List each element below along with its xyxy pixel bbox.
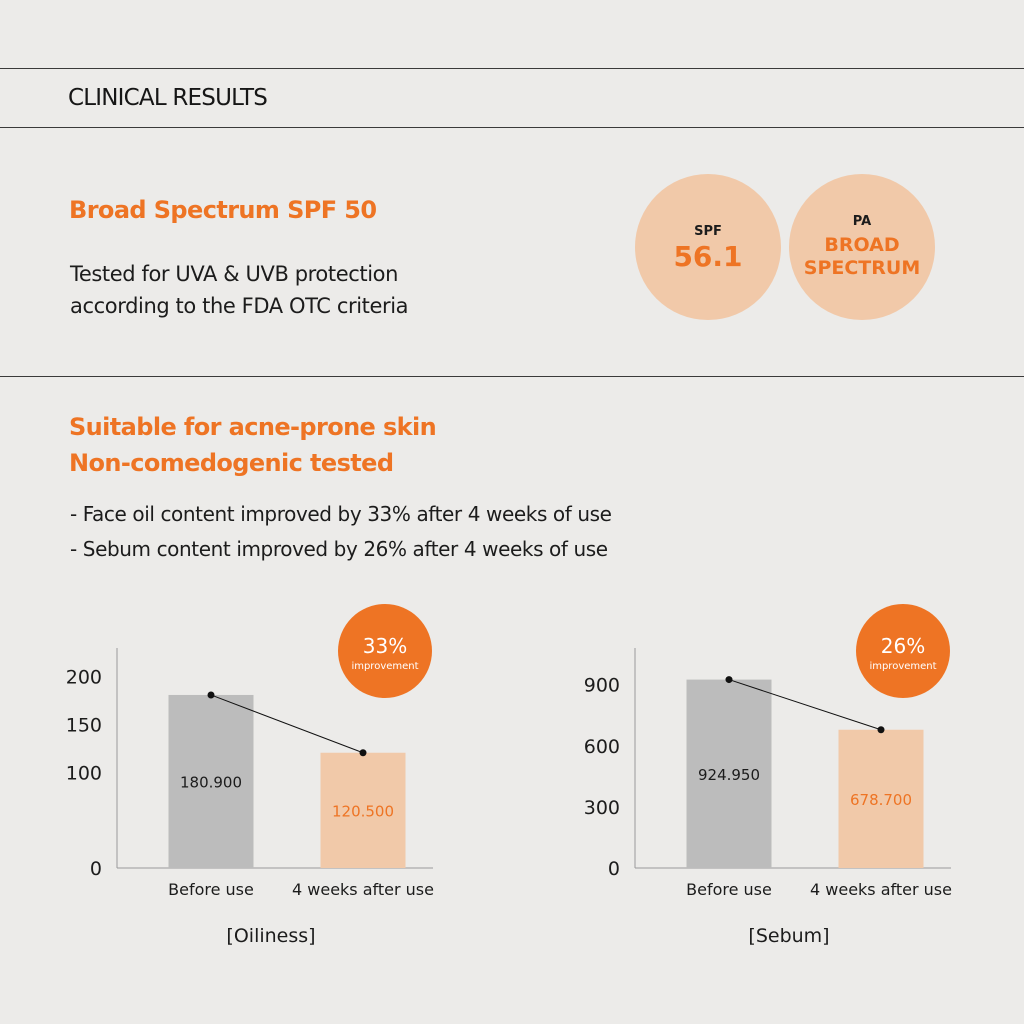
trend-point bbox=[207, 691, 215, 699]
trend-point bbox=[877, 726, 885, 734]
improvement-percent: 26% bbox=[881, 634, 925, 658]
bars: 180.900 120.500 bbox=[168, 694, 406, 868]
y-tick-labels: 0 100 150 200 bbox=[66, 667, 102, 880]
y-tick-label: 900 bbox=[584, 675, 620, 697]
section-title: CLINICAL RESULTS bbox=[68, 85, 268, 111]
pa-badge-value-line-1: BROAD bbox=[824, 234, 900, 256]
bar-value-label: 120.500 bbox=[332, 802, 394, 820]
y-tick-label: 200 bbox=[66, 667, 102, 689]
spf-heading: Broad Spectrum SPF 50 bbox=[69, 196, 377, 224]
trend-line bbox=[728, 679, 882, 731]
connector-line bbox=[725, 676, 885, 734]
bars: 924.950 678.700 bbox=[686, 679, 924, 868]
spf-description-line-1: Tested for UVA & UVB protection bbox=[70, 262, 399, 286]
acne-heading-line-1: Suitable for acne-prone skin bbox=[69, 413, 437, 441]
y-tick-label: 600 bbox=[584, 736, 620, 758]
sebum-chart: 0 300 600 900 924.950 678.700 Before use 4 we… bbox=[584, 604, 952, 947]
y-tick-label: 150 bbox=[66, 715, 102, 737]
trend-point bbox=[725, 676, 733, 684]
header-top-rule bbox=[0, 68, 1024, 69]
bar-value-label: 678.700 bbox=[850, 791, 912, 809]
pa-badge: PA BROAD SPECTRUM bbox=[789, 174, 935, 320]
trend-line bbox=[210, 694, 364, 754]
improvement-callout: 33% improvement bbox=[338, 604, 432, 698]
bar-after-4-weeks bbox=[320, 752, 406, 868]
y-tick-label: 300 bbox=[584, 797, 620, 819]
improvement-text: improvement bbox=[351, 661, 418, 672]
y-tick-labels: 0 300 600 900 bbox=[584, 675, 620, 880]
spf-badge: SPF 56.1 bbox=[635, 174, 781, 320]
spf-badge-label: SPF bbox=[694, 224, 722, 239]
improvement-callout: 26% improvement bbox=[856, 604, 950, 698]
chart-title: [Oiliness] bbox=[226, 925, 315, 947]
pa-badge-label: PA bbox=[852, 214, 872, 229]
y-tick-label: 0 bbox=[90, 858, 102, 880]
category-label: Before use bbox=[686, 880, 772, 899]
connector-line bbox=[207, 691, 367, 757]
category-label: Before use bbox=[168, 880, 254, 899]
improvement-percent: 33% bbox=[363, 634, 407, 658]
category-labels: Before use 4 weeks after use bbox=[168, 880, 434, 899]
y-tick-label: 100 bbox=[66, 762, 102, 784]
y-tick-label: 0 bbox=[608, 858, 620, 880]
oiliness-chart: 0 100 150 200 180.900 120.500 Before use 4 we… bbox=[66, 604, 434, 947]
bar-after-4-weeks bbox=[838, 729, 924, 868]
category-label: 4 weeks after use bbox=[292, 880, 434, 899]
bar-before-use bbox=[686, 679, 772, 868]
improvement-circle bbox=[856, 604, 950, 698]
improvement-text: improvement bbox=[869, 661, 936, 672]
bullet-sebum: - Sebum content improved by 26% after 4 … bbox=[70, 537, 608, 561]
bullet-oil: - Face oil content improved by 33% after… bbox=[70, 502, 612, 526]
spf-badge-value: 56.1 bbox=[673, 240, 743, 273]
bar-before-use bbox=[168, 694, 254, 868]
bar-value-label: 924.950 bbox=[698, 766, 760, 784]
acne-heading-line-2: Non-comedogenic tested bbox=[69, 449, 394, 477]
category-labels: Before use 4 weeks after use bbox=[686, 880, 952, 899]
trend-point bbox=[359, 749, 367, 757]
improvement-circle bbox=[338, 604, 432, 698]
spf-description-line-2: according to the FDA OTC criteria bbox=[70, 294, 409, 318]
section-divider bbox=[0, 376, 1024, 377]
header-bottom-rule bbox=[0, 127, 1024, 128]
bar-value-label: 180.900 bbox=[180, 773, 242, 791]
chart-title: [Sebum] bbox=[748, 925, 829, 947]
pa-badge-value-line-2: SPECTRUM bbox=[803, 257, 921, 279]
category-label: 4 weeks after use bbox=[810, 880, 952, 899]
